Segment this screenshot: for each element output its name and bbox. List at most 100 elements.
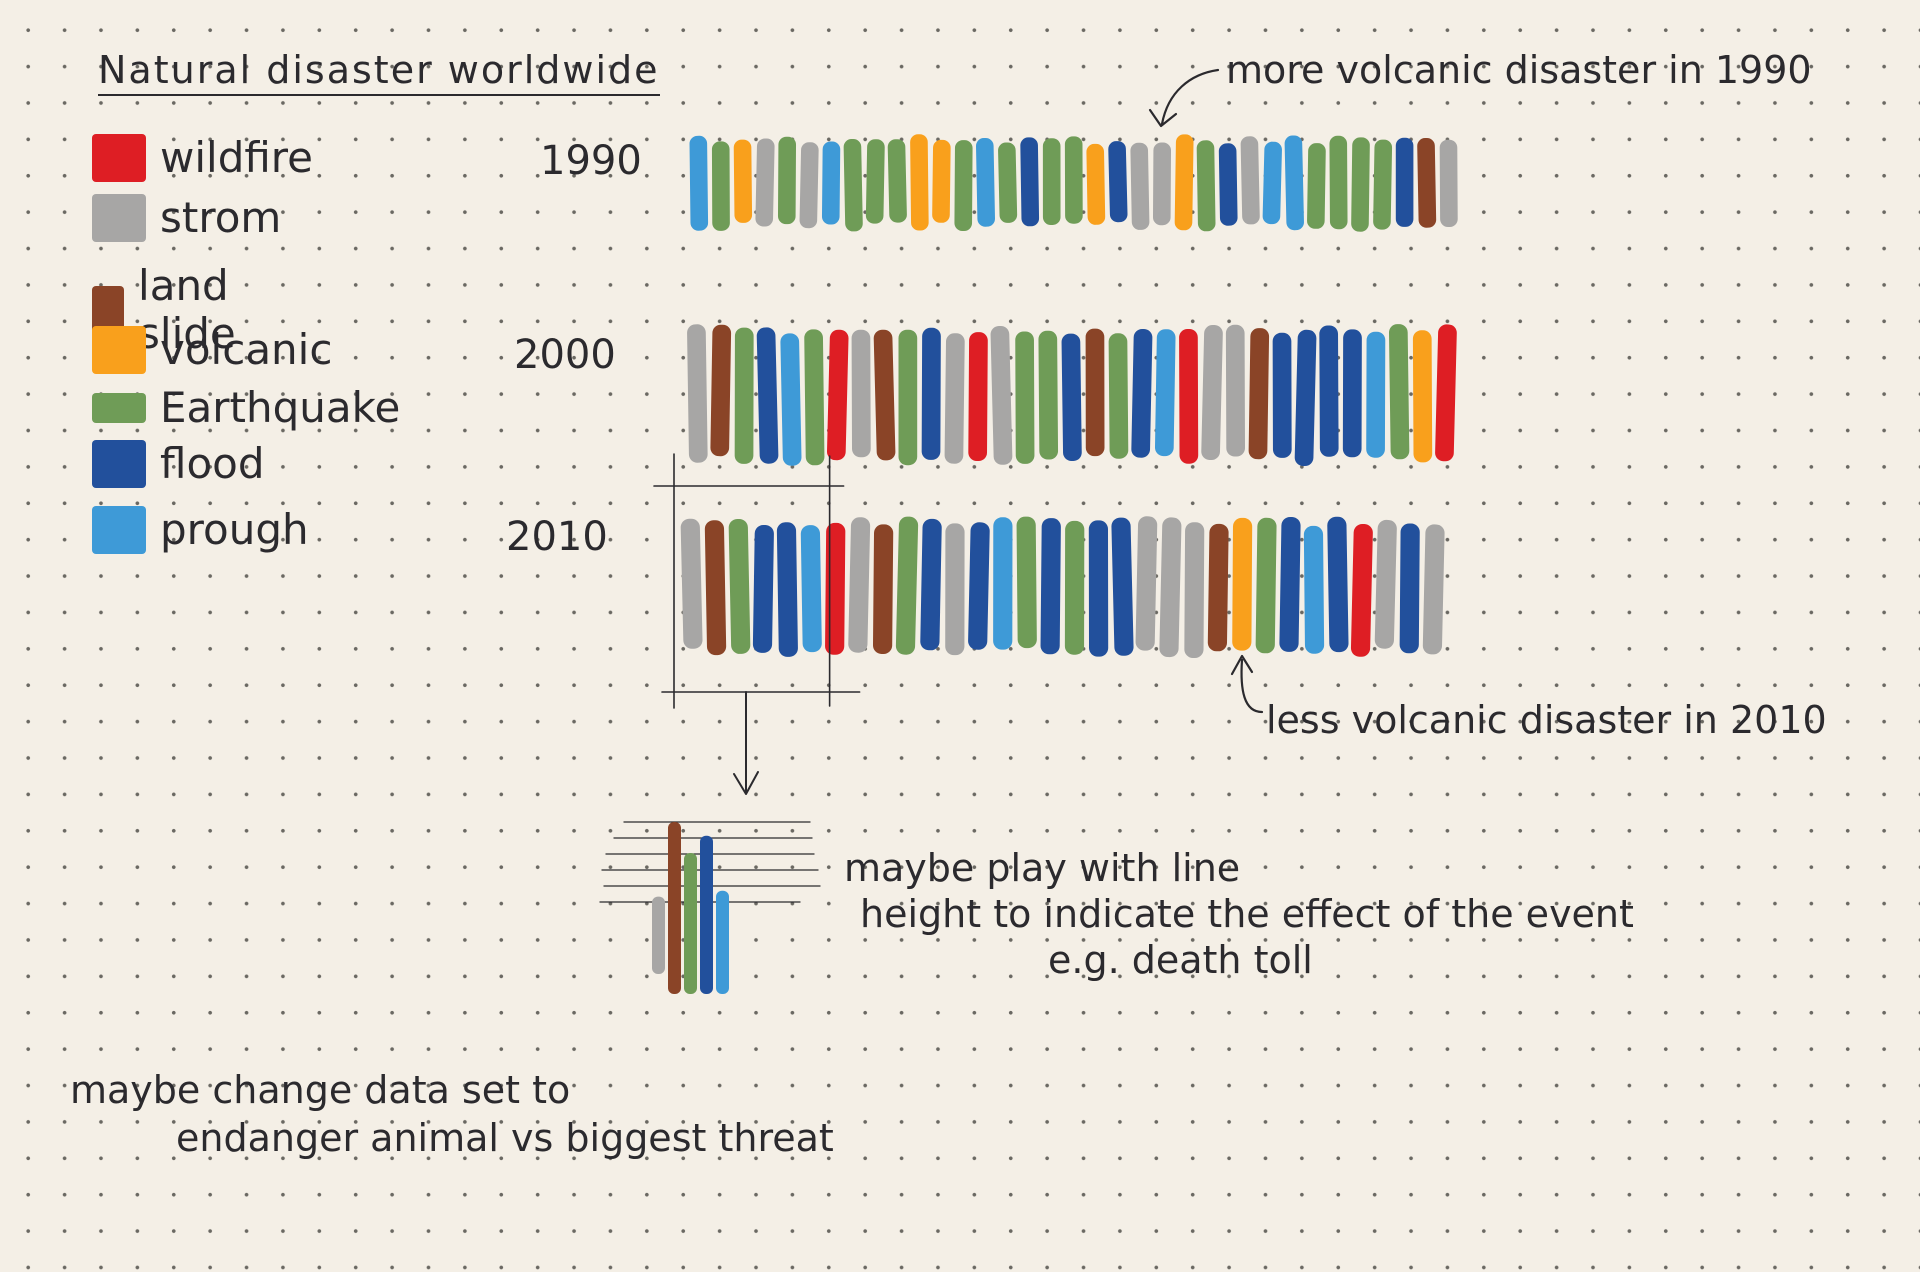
bar-1990-13-drought xyxy=(975,137,995,227)
bar-1990-29-earthquake xyxy=(1329,135,1348,230)
legend-swatch-flood xyxy=(92,440,146,488)
note-dataset-1: maybe change data set to xyxy=(70,1068,571,1112)
legend-item-earthquake: Earthquake xyxy=(92,384,400,432)
bar-1990-10-volcanic xyxy=(910,134,929,231)
bar-1990-2-volcanic xyxy=(733,139,753,223)
bar-1990-28-earthquake xyxy=(1307,143,1326,229)
bar-2000-22-storm xyxy=(1201,324,1223,461)
bar-2000-23-storm xyxy=(1225,324,1246,457)
bar-2010-13-drought xyxy=(993,517,1013,650)
bar-2000-4-drought xyxy=(780,333,802,466)
highlight-box xyxy=(653,453,861,709)
bar-2010-10-flood xyxy=(920,518,942,651)
note-line-height-2: height to indicate the effect of the eve… xyxy=(860,892,1634,936)
bar-1990-4-earthquake xyxy=(777,136,797,225)
bar-2010-24-earthquake xyxy=(1255,517,1277,654)
bar-2010-17-flood xyxy=(1088,520,1109,657)
bar-2000-13-storm xyxy=(990,325,1013,465)
legend-item-wildfire: wildfire xyxy=(92,134,313,182)
more-volcanic-arrow-line xyxy=(1148,68,1220,128)
bar-1990-11-volcanic xyxy=(932,139,951,223)
bar-2010-2-earthquake xyxy=(728,518,751,654)
legend-swatch-volcanic xyxy=(92,326,146,374)
bar-1990-20-storm xyxy=(1130,142,1150,230)
bar-1990-19-flood xyxy=(1108,141,1128,223)
legend-item-drought: prough xyxy=(92,506,309,554)
bar-2000-25-flood xyxy=(1272,332,1292,458)
bar-1990-17-earthquake xyxy=(1064,136,1083,224)
bar-2000-17-landslide xyxy=(1085,328,1105,457)
legend-label-flood: flood xyxy=(160,439,265,488)
bar-2000-5-earthquake xyxy=(804,329,825,466)
bar-2000-14-earthquake xyxy=(1015,331,1035,464)
bar-1990-22-volcanic xyxy=(1174,134,1194,231)
detail-bar-0-storm xyxy=(652,896,665,974)
legend-label-volcanic: volcanic xyxy=(160,325,333,374)
bar-1990-9-earthquake xyxy=(887,139,907,223)
bar-2000-6-wildfire xyxy=(826,329,849,461)
bar-2000-9-earthquake xyxy=(898,329,918,466)
bar-2000-0-storm xyxy=(687,324,708,463)
bar-2010-31-storm xyxy=(1422,524,1445,655)
bar-1990-27-drought xyxy=(1284,135,1304,231)
bar-1990-32-flood xyxy=(1395,137,1414,227)
bar-1990-33-landslide xyxy=(1417,137,1437,228)
bar-2010-22-landslide xyxy=(1207,523,1229,652)
legend-item-landslide: land slide xyxy=(92,262,258,358)
bar-1990-14-earthquake xyxy=(998,142,1018,223)
bar-2000-2-earthquake xyxy=(734,327,754,464)
bar-1990-7-earthquake xyxy=(843,138,863,232)
legend-item-flood: flood xyxy=(92,440,265,488)
less-volcanic-arrow xyxy=(1230,654,1264,714)
bar-2000-21-wildfire xyxy=(1179,328,1199,464)
detail-arrow-line xyxy=(733,691,759,795)
bar-2000-27-flood xyxy=(1319,325,1339,457)
bar-2010-18-flood xyxy=(1111,517,1134,656)
legend-item-storm: strom xyxy=(92,194,281,242)
year-label-2000: 2000 xyxy=(514,332,616,378)
less-volcanic-arrow-line xyxy=(1230,654,1264,714)
detail-bar-3-flood xyxy=(700,835,713,994)
bar-2000-18-earthquake xyxy=(1108,333,1129,459)
bar-2000-20-drought xyxy=(1154,329,1176,457)
bar-1990-3-storm xyxy=(755,138,775,227)
bar-1990-8-earthquake xyxy=(865,139,885,224)
bar-2010-9-earthquake xyxy=(895,516,919,655)
bar-2000-1-landslide xyxy=(710,324,732,457)
annotation-less-volcanic: less volcanic disaster in 2010 xyxy=(1266,698,1827,742)
bar-2000-30-earthquake xyxy=(1388,324,1410,460)
bar-2000-11-storm xyxy=(944,333,965,464)
bar-2010-21-storm xyxy=(1184,522,1205,659)
legend-item-volcanic: volcanic xyxy=(92,326,332,374)
more-volcanic-arrow xyxy=(1148,68,1220,128)
detail-strokes-layer xyxy=(652,822,729,994)
bar-1990-16-earthquake xyxy=(1042,138,1061,226)
bar-1990-0-drought xyxy=(689,135,709,231)
bar-2010-16-earthquake xyxy=(1064,520,1085,655)
bar-2010-5-drought xyxy=(800,525,822,653)
note-line-height-3: e.g. death toll xyxy=(1048,938,1313,982)
legend-swatch-storm xyxy=(92,194,146,242)
bar-2000-26-flood xyxy=(1294,329,1317,467)
bar-1990-12-earthquake xyxy=(954,140,973,232)
bar-1990-18-volcanic xyxy=(1086,143,1106,225)
bar-2000-32-wildfire xyxy=(1435,324,1457,462)
bar-2010-30-flood xyxy=(1399,523,1420,654)
detail-bar-4-drought xyxy=(716,890,729,994)
legend-label-landslide: land slide xyxy=(138,261,236,358)
detail-example xyxy=(599,821,821,994)
detail-bar-2-earthquake xyxy=(684,853,697,994)
legend-label-wildfire: wildfire xyxy=(160,133,313,182)
bar-1990-21-storm xyxy=(1152,142,1172,226)
bar-2010-14-earthquake xyxy=(1016,516,1037,649)
bar-2000-15-earthquake xyxy=(1038,330,1059,460)
bar-2010-3-flood xyxy=(752,524,774,653)
bar-2000-3-flood xyxy=(756,327,779,464)
annotation-more-volcanic: more volcanic disaster in 1990 xyxy=(1226,48,1812,92)
bar-1990-15-flood xyxy=(1020,137,1040,227)
bar-2000-12-wildfire xyxy=(968,332,988,462)
note-dataset-2: endanger animal vs biggest threat xyxy=(176,1116,834,1160)
legend-swatch-earthquake xyxy=(92,393,146,423)
bar-2010-15-flood xyxy=(1040,518,1061,655)
